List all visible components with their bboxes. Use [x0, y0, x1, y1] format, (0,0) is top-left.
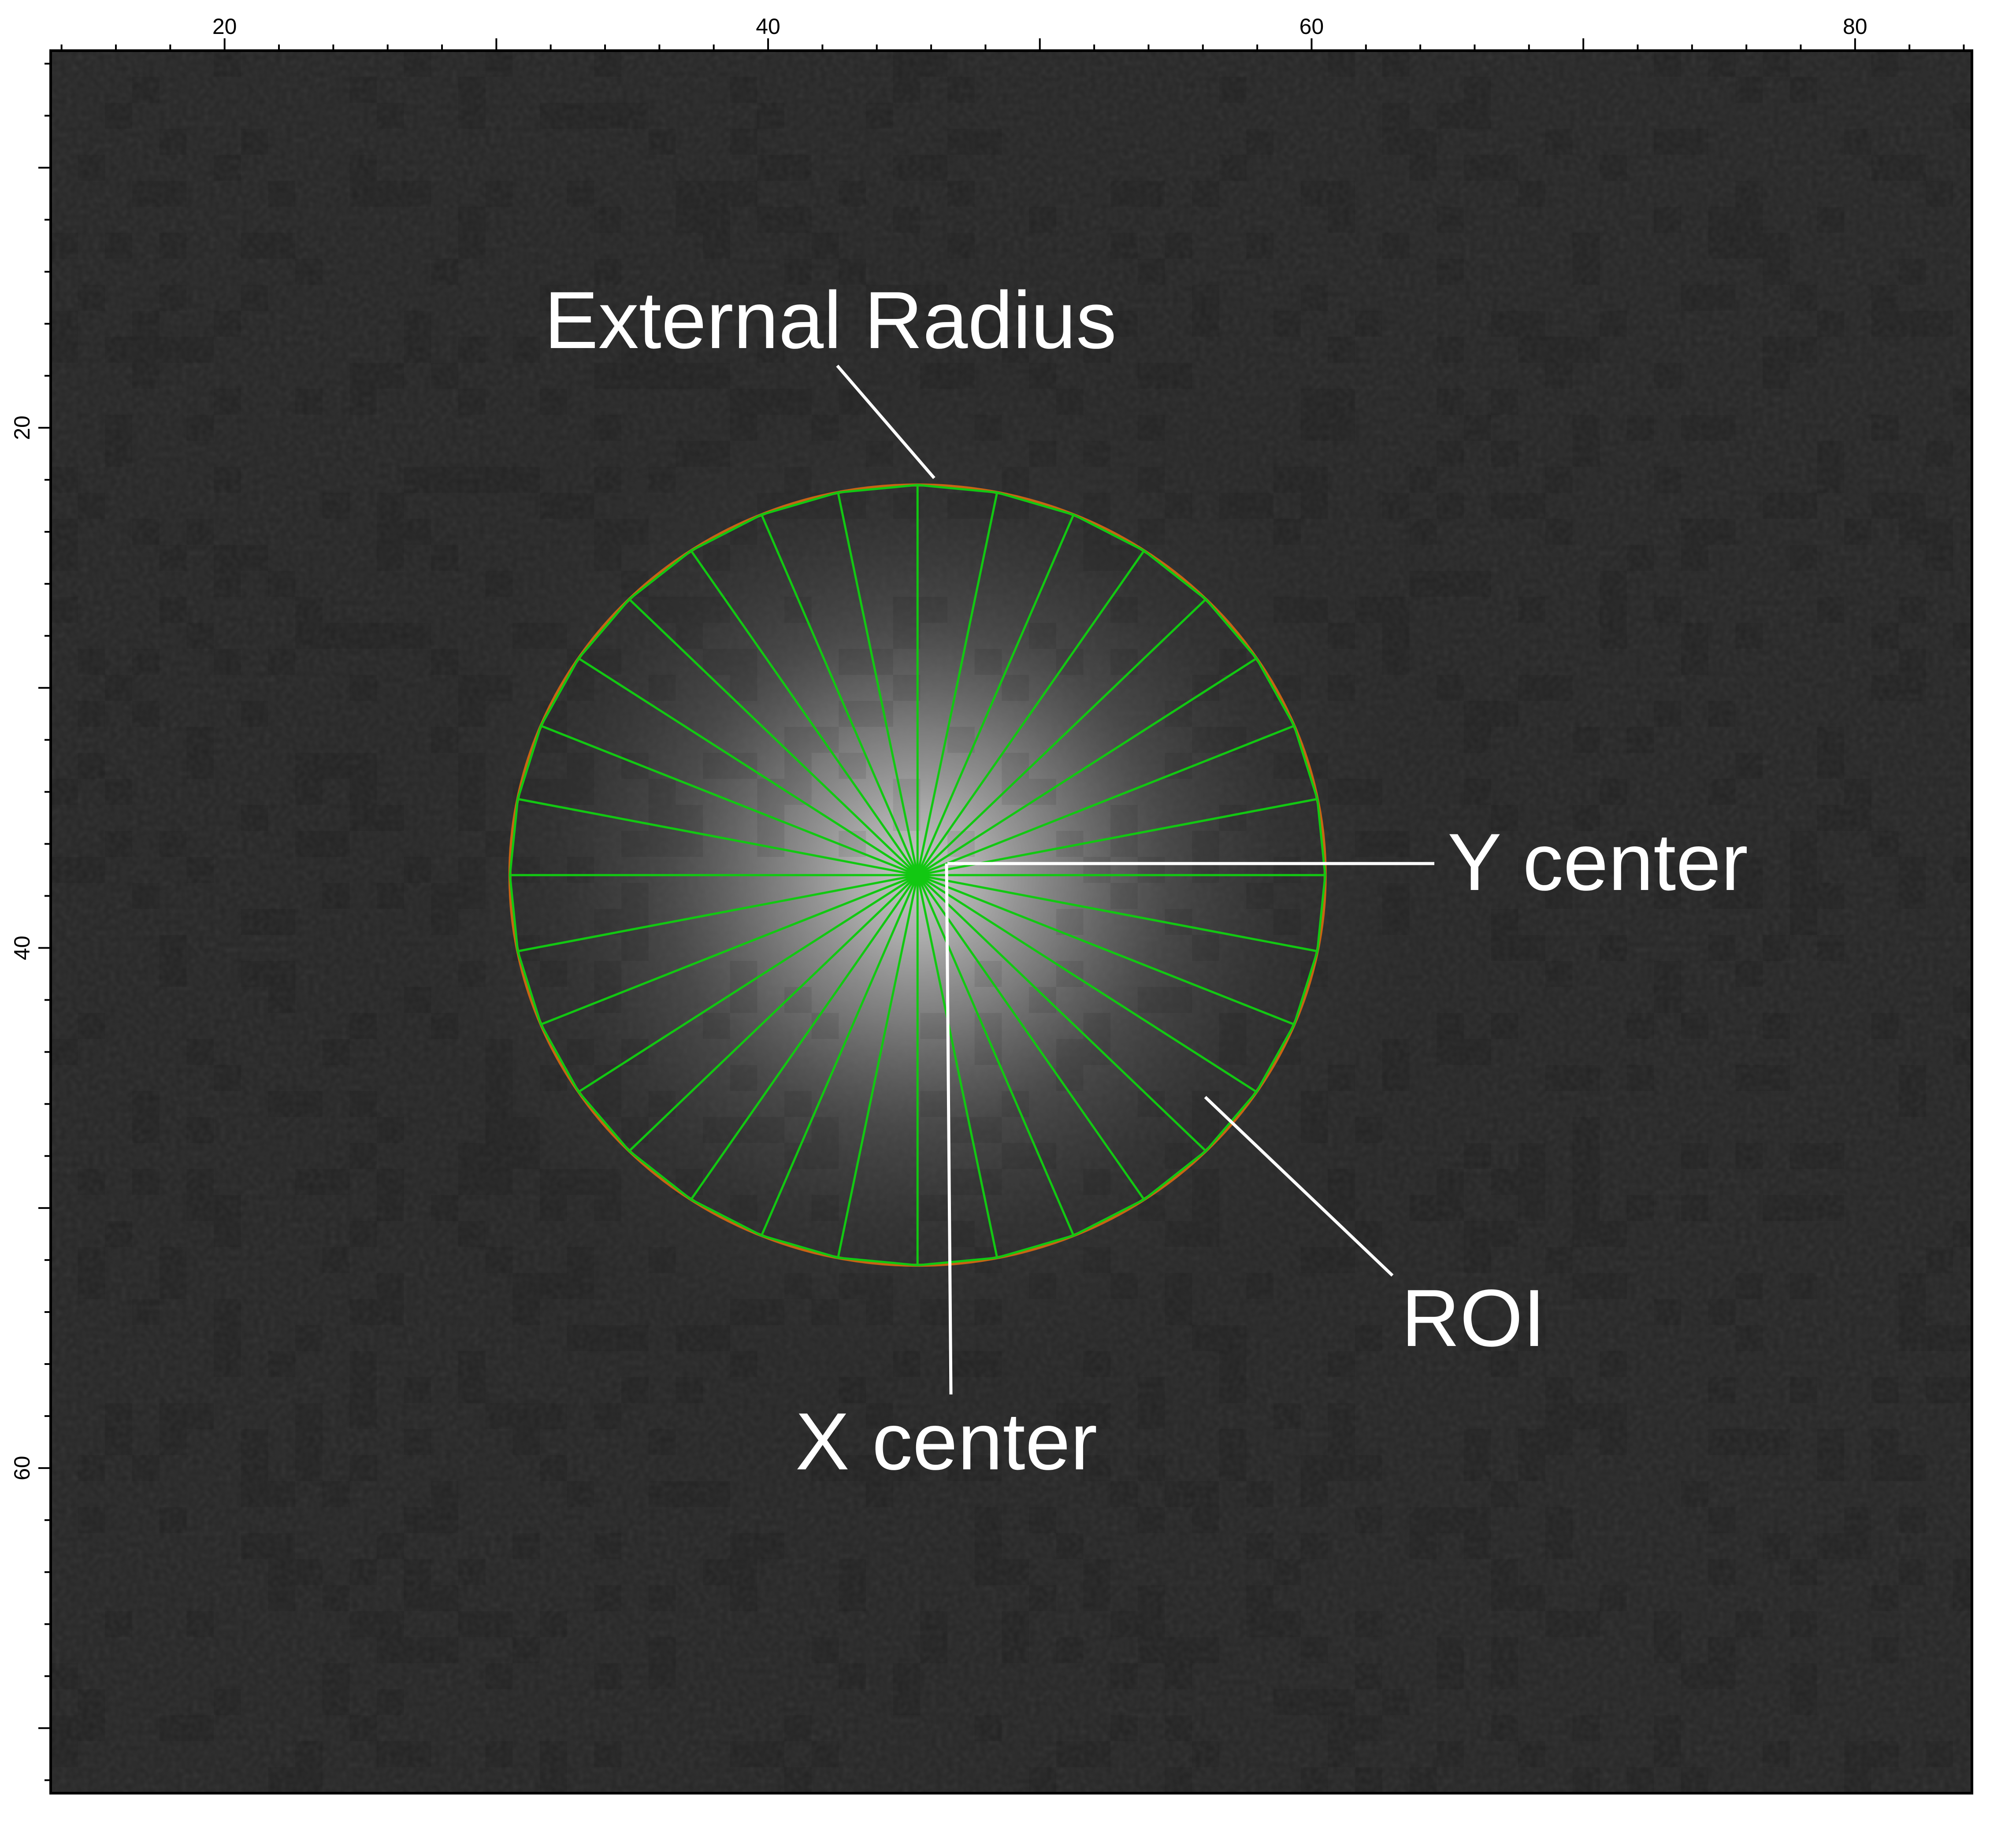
roi-spoke: [916, 875, 1075, 1236]
roi-spoke: [690, 550, 919, 876]
x-tick-label: 60: [1299, 14, 1324, 39]
roi-spoke: [578, 874, 918, 1093]
y-tick-label: 60: [10, 1456, 34, 1480]
roi-leader: [1204, 1096, 1394, 1277]
intensity-blob: [51, 51, 1972, 1793]
y-tick-label: 40: [10, 936, 34, 960]
roi-spoke: [917, 550, 1145, 876]
roi-polygon: [509, 484, 1326, 1267]
plot-frame: [49, 49, 1973, 1795]
roi-spoke: [517, 798, 918, 876]
roi-spoke: [917, 725, 1295, 876]
roi-spoke: [760, 875, 919, 1236]
roi-spoke: [628, 874, 918, 1152]
roi-spoke: [917, 657, 1257, 876]
pixel-speckle: [51, 51, 1972, 1793]
roi-spoke: [540, 725, 918, 876]
roi-spoke: [916, 492, 999, 875]
roi-spoke: [916, 514, 1075, 876]
roi-spoke: [517, 874, 918, 953]
roi-spoke: [837, 492, 919, 875]
roi-spoke: [760, 514, 919, 876]
roi-spoke: [917, 874, 1145, 1200]
x-center-label: X center: [795, 1396, 1097, 1487]
roi-overlay: [508, 483, 1327, 1267]
roi-spoke: [628, 598, 918, 876]
x-tick-label: 40: [756, 14, 780, 39]
external-radius-leader: [836, 364, 936, 479]
roi-spoke: [917, 874, 1318, 953]
external-radius-label: External Radius: [544, 274, 1117, 365]
pixel-grid: [51, 51, 1972, 1793]
y-axis: 20 40 60: [10, 63, 51, 1781]
roi-spoke: [916, 875, 999, 1258]
x-tick-label: 20: [212, 14, 237, 39]
y-center-label: Y center: [1448, 816, 1748, 907]
roi-label: ROI: [1401, 1272, 1545, 1363]
x-axis: 20 40 60 80: [60, 14, 1965, 51]
roi-spoke: [917, 598, 1207, 876]
roi-spoke: [578, 657, 918, 876]
roi-spoke: [690, 874, 919, 1200]
roi-spoke: [540, 874, 918, 1026]
x-tick-label: 80: [1843, 14, 1867, 39]
intensity-image: [51, 51, 1972, 1793]
roi-spoke: [917, 874, 1257, 1093]
roi-spoke: [837, 875, 919, 1258]
roi-spoke: [917, 874, 1295, 1026]
roi-spoke: [917, 874, 1207, 1152]
roi-center-marker: [908, 865, 928, 885]
annotation-leaders: [836, 364, 1434, 1395]
y-tick-label: 20: [10, 415, 34, 440]
x-center-leader: [945, 863, 953, 1395]
